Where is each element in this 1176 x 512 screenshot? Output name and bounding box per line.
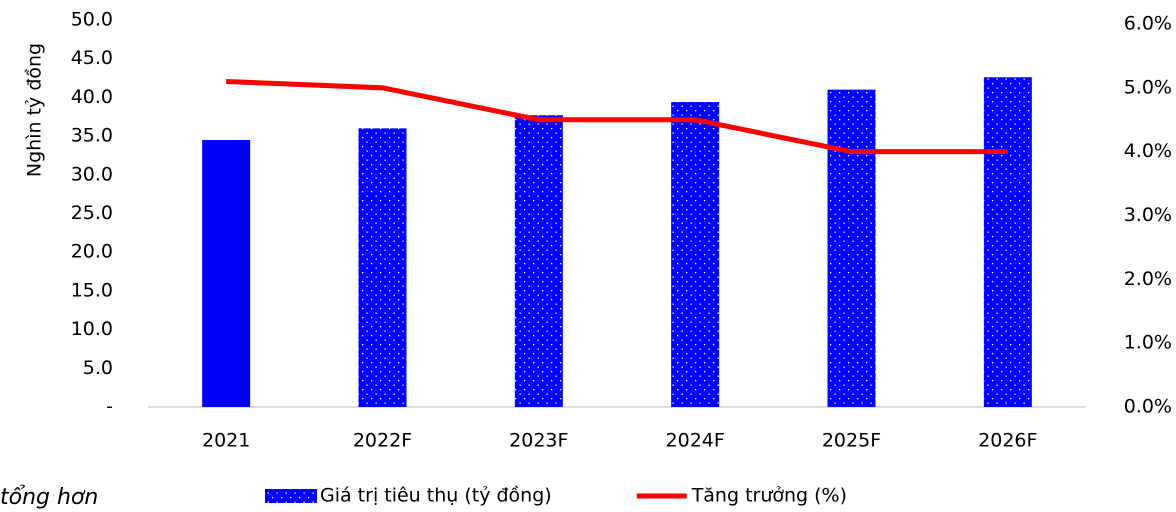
bar — [827, 89, 876, 407]
y-axis-label: Nghìn tỷ đồng — [24, 43, 46, 177]
y-tick-label: 45.0 — [71, 47, 113, 69]
y2-tick-label: 4.0% — [1124, 140, 1172, 162]
x-tick-label: 2021 — [202, 430, 250, 452]
y-tick-label: 20.0 — [71, 241, 113, 263]
y-tick-label: 30.0 — [71, 163, 113, 185]
legend-swatch — [265, 489, 317, 503]
y-tick-label: 5.0 — [83, 357, 113, 379]
bar — [671, 102, 720, 407]
y2-tick-label: 3.0% — [1124, 204, 1172, 226]
y-tick-label: 35.0 — [71, 125, 113, 147]
y-tick-label: 25.0 — [71, 202, 113, 224]
legend-label: Tăng trưởng (%) — [691, 485, 847, 507]
y-tick-label: 10.0 — [71, 318, 113, 340]
line — [226, 78, 1008, 155]
y-tick-label: 40.0 — [71, 86, 113, 108]
x-tick-label: 2022F — [353, 430, 412, 452]
y2-tick-label: 1.0% — [1124, 332, 1172, 354]
x-tick-label: 2024F — [666, 430, 725, 452]
bar — [983, 77, 1032, 407]
x-tick-label: 2023F — [509, 430, 568, 452]
y-tick-label: 15.0 — [71, 279, 113, 301]
bar — [358, 128, 407, 408]
y2-tick-label: 2.0% — [1124, 268, 1172, 290]
bar — [514, 115, 563, 408]
y2-tick-label: 0.0% — [1124, 396, 1172, 418]
y-tick-label: 50.0 — [71, 9, 113, 31]
y2-tick-label: 5.0% — [1124, 76, 1172, 98]
x-tick-label: 2026F — [978, 430, 1037, 452]
bar — [202, 139, 251, 407]
legend-label: Giá trị tiêu thụ (tỷ đồng) — [320, 485, 552, 507]
footer-text: tổng hơn — [0, 485, 98, 510]
y-tick-label: - — [106, 396, 113, 418]
x-tick-label: 2025F — [822, 430, 881, 452]
y2-tick-label: 6.0% — [1124, 13, 1172, 35]
